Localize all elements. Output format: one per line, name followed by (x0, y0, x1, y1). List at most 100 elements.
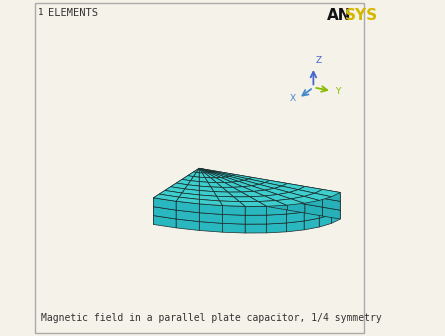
Polygon shape (154, 207, 176, 219)
Polygon shape (176, 188, 182, 201)
Polygon shape (232, 174, 252, 179)
Polygon shape (196, 168, 199, 173)
Polygon shape (245, 206, 267, 215)
Polygon shape (210, 178, 224, 182)
Polygon shape (165, 187, 170, 199)
Polygon shape (287, 183, 305, 195)
Polygon shape (199, 191, 217, 196)
Polygon shape (194, 172, 199, 177)
Polygon shape (267, 205, 287, 215)
Polygon shape (194, 168, 199, 172)
Polygon shape (182, 184, 188, 197)
Polygon shape (176, 201, 199, 213)
Polygon shape (270, 180, 287, 192)
Polygon shape (274, 186, 298, 193)
Polygon shape (235, 174, 252, 186)
Polygon shape (199, 168, 205, 173)
Polygon shape (176, 197, 182, 210)
Polygon shape (199, 168, 202, 173)
Polygon shape (232, 181, 251, 187)
Polygon shape (254, 190, 278, 196)
Polygon shape (182, 176, 188, 188)
Polygon shape (165, 196, 170, 208)
Polygon shape (332, 201, 340, 214)
Polygon shape (185, 185, 199, 191)
Polygon shape (165, 187, 185, 193)
Polygon shape (315, 190, 340, 197)
Polygon shape (265, 180, 287, 186)
Polygon shape (282, 183, 305, 190)
Polygon shape (239, 180, 259, 186)
Polygon shape (267, 214, 287, 224)
Polygon shape (289, 190, 315, 197)
Polygon shape (199, 186, 217, 198)
Polygon shape (170, 183, 176, 196)
Polygon shape (245, 215, 267, 224)
Polygon shape (224, 182, 243, 187)
Polygon shape (170, 201, 176, 213)
Polygon shape (225, 176, 244, 181)
Polygon shape (216, 171, 235, 175)
Text: 1: 1 (38, 8, 43, 17)
Polygon shape (182, 176, 194, 181)
Polygon shape (222, 187, 241, 192)
Polygon shape (176, 179, 190, 185)
Polygon shape (211, 187, 228, 192)
Polygon shape (199, 173, 205, 178)
Polygon shape (199, 168, 216, 172)
Polygon shape (205, 173, 216, 178)
Polygon shape (199, 177, 208, 182)
Polygon shape (170, 192, 176, 205)
Polygon shape (194, 177, 199, 190)
Polygon shape (179, 193, 199, 199)
Polygon shape (199, 168, 217, 180)
Polygon shape (154, 216, 176, 228)
Polygon shape (216, 182, 233, 187)
Polygon shape (154, 212, 159, 224)
Text: SYS: SYS (345, 8, 378, 23)
Polygon shape (217, 196, 239, 202)
Polygon shape (252, 177, 270, 189)
Polygon shape (291, 197, 319, 203)
Polygon shape (222, 206, 245, 215)
Polygon shape (332, 193, 340, 206)
Polygon shape (265, 188, 289, 195)
Polygon shape (304, 193, 332, 200)
Polygon shape (221, 177, 239, 182)
Text: ELEMENTS: ELEMENTS (48, 8, 98, 18)
Polygon shape (258, 201, 287, 206)
Polygon shape (188, 172, 194, 184)
Polygon shape (154, 194, 179, 201)
Polygon shape (199, 168, 214, 173)
Polygon shape (323, 198, 340, 210)
Polygon shape (267, 223, 287, 233)
Polygon shape (233, 187, 254, 192)
Polygon shape (176, 219, 199, 230)
Polygon shape (182, 189, 199, 195)
Polygon shape (182, 194, 188, 206)
Polygon shape (154, 194, 159, 207)
Polygon shape (176, 197, 199, 204)
Polygon shape (244, 179, 265, 184)
Polygon shape (159, 199, 165, 212)
Polygon shape (159, 208, 165, 221)
Text: Z: Z (316, 56, 322, 65)
Polygon shape (235, 192, 252, 204)
Polygon shape (234, 197, 258, 202)
Polygon shape (176, 179, 182, 192)
Polygon shape (212, 172, 229, 177)
Polygon shape (287, 203, 304, 214)
Polygon shape (304, 209, 319, 221)
Polygon shape (202, 173, 210, 178)
Polygon shape (205, 178, 216, 182)
Polygon shape (304, 200, 319, 212)
Polygon shape (252, 195, 270, 207)
Polygon shape (265, 195, 291, 201)
Polygon shape (270, 198, 287, 210)
Polygon shape (188, 181, 199, 186)
Polygon shape (199, 182, 211, 187)
Polygon shape (207, 173, 221, 178)
Polygon shape (208, 182, 222, 187)
Polygon shape (199, 204, 222, 214)
Polygon shape (188, 172, 196, 176)
